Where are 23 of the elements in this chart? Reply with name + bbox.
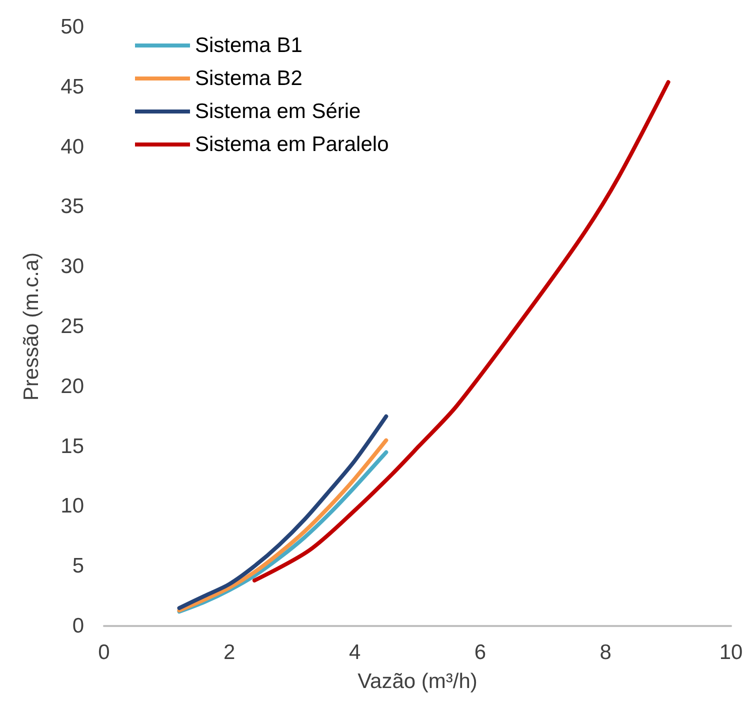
y-tick-label: 20	[60, 374, 84, 398]
legend-label: Sistema em Série	[195, 100, 361, 123]
legend-label: Sistema B1	[195, 34, 302, 57]
legend-label: Sistema B2	[195, 67, 302, 90]
x-tick-label: 0	[98, 641, 110, 664]
y-tick-label: 50	[60, 16, 84, 38]
y-axis-title: Pressão (m.c.a)	[20, 252, 43, 401]
y-tick-label: 15	[60, 434, 84, 458]
x-tick-label: 8	[600, 641, 612, 664]
y-tick-label: 40	[60, 135, 84, 158]
y-tick-label: 25	[60, 315, 84, 338]
x-tick-label: 6	[474, 641, 486, 664]
x-tick-label: 10	[719, 641, 743, 664]
x-axis-title: Vazão (m³/h)	[358, 670, 478, 693]
x-tick-label: 2	[224, 641, 236, 664]
y-tick-label: 10	[60, 494, 84, 518]
y-tick-label: 5	[72, 554, 84, 578]
x-tick-label: 4	[348, 641, 361, 664]
y-tick-label: 45	[60, 75, 84, 98]
y-tick-label: 35	[60, 195, 84, 218]
y-tick-label: 30	[60, 255, 84, 278]
y-tick-label: 0	[72, 614, 84, 638]
legend-label: Sistema em Paralelo	[195, 133, 389, 156]
